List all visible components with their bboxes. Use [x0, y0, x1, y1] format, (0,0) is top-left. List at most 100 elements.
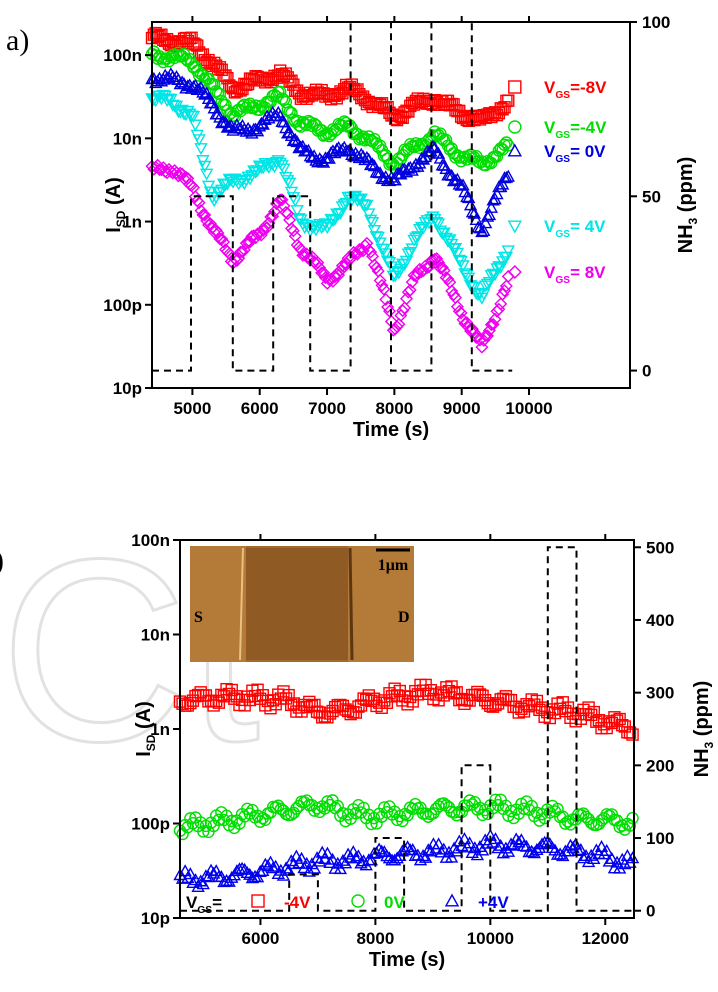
data-point [421, 843, 435, 856]
y-axis-title: ISD (A) [133, 701, 158, 757]
data-point [475, 225, 489, 238]
data-point [424, 844, 438, 857]
data-point [441, 235, 455, 248]
data-point [468, 841, 482, 854]
data-point [450, 172, 465, 185]
y2-tick-label: 300 [646, 684, 674, 703]
data-point [576, 851, 591, 864]
legend-marker [508, 120, 522, 134]
data-point [394, 309, 408, 322]
data-point [266, 861, 280, 874]
data-point [211, 226, 225, 240]
data-point [626, 728, 639, 741]
drain-label: D [398, 609, 410, 626]
legend-marker [507, 220, 523, 234]
data-point [239, 236, 253, 250]
series-label: VGS= 8V [544, 263, 606, 286]
data-point [212, 813, 225, 827]
data-point [292, 141, 306, 154]
x-axis-title: Time (s) [369, 949, 445, 971]
data-point [269, 801, 282, 814]
data-point [602, 854, 616, 867]
data-point [479, 329, 493, 343]
data-point [458, 185, 472, 198]
data-point [625, 851, 640, 864]
y-tick-label: 100n [103, 46, 142, 65]
data-point [294, 851, 309, 864]
data-point [224, 106, 238, 120]
data-point [477, 223, 491, 237]
data-point [398, 301, 412, 315]
y2-tick-label: 100 [642, 13, 670, 32]
data-point [216, 115, 231, 128]
x-tick-label: 8000 [356, 929, 394, 948]
data-point [285, 221, 298, 235]
x-tick-label: 6000 [242, 929, 280, 948]
data-point [535, 837, 549, 850]
data-point [192, 134, 206, 147]
data-point [178, 864, 192, 877]
data-point [290, 205, 304, 218]
data-point [626, 811, 639, 825]
data-point [388, 173, 402, 186]
y2-axis-title-rest: (ppm) [691, 681, 713, 742]
data-point [429, 216, 444, 229]
data-point [494, 297, 508, 311]
data-point [561, 815, 575, 828]
data-point [435, 261, 449, 275]
y-tick-label: 1n [122, 213, 142, 232]
scale-bar-label: 1μm [378, 557, 409, 574]
series-label: VGS=-4V [544, 118, 607, 141]
data-point [456, 260, 470, 273]
x-tick-label: 9000 [443, 399, 481, 418]
y2-tick-label: 50 [642, 187, 661, 206]
legend-marker [507, 143, 523, 157]
data-point [492, 261, 506, 274]
y-tick-label: 10n [113, 129, 142, 148]
data-point [447, 841, 461, 854]
y2-axis-title-sub: 3 [686, 217, 700, 224]
series-label-sub: GS [555, 154, 570, 165]
data-point [320, 846, 335, 859]
y2-tick-label: 0 [646, 902, 655, 921]
data-point [225, 814, 238, 828]
data-point [450, 247, 465, 260]
data-point [362, 208, 376, 221]
series-label-rest: = 8V [570, 263, 606, 282]
data-point [322, 273, 336, 287]
data-point [471, 330, 485, 344]
legend-marker [251, 894, 265, 908]
data-point [600, 843, 614, 856]
y2-tick-label: 100 [646, 829, 674, 848]
data-point [296, 139, 310, 152]
data-point [302, 864, 316, 877]
data-point [426, 139, 440, 152]
data-point [371, 231, 385, 244]
data-point [482, 208, 497, 221]
data-point [434, 845, 448, 858]
data-point [345, 148, 359, 161]
data-point [199, 168, 214, 181]
y-tick-label: 10p [141, 909, 170, 928]
data-point [198, 160, 212, 173]
data-point [486, 193, 500, 206]
y-tick-label: 100n [131, 531, 170, 550]
series-label-main: V [544, 118, 556, 137]
data-point [338, 856, 353, 869]
afm-edge-left [239, 547, 244, 661]
data-point [354, 193, 368, 206]
nh3-profile-line [180, 546, 634, 912]
data-point [433, 261, 447, 275]
data-point [281, 207, 295, 221]
data-point [380, 849, 394, 862]
data-point [437, 263, 451, 277]
data-point [282, 177, 297, 190]
afm-edge-right [348, 547, 354, 661]
data-point [253, 864, 267, 877]
legend-prefix: VGS= [186, 893, 222, 916]
data-point [488, 312, 502, 326]
x-tick-label: 5000 [173, 399, 211, 418]
afm-channel [246, 548, 348, 660]
data-point [349, 851, 363, 864]
data-point [358, 134, 372, 147]
